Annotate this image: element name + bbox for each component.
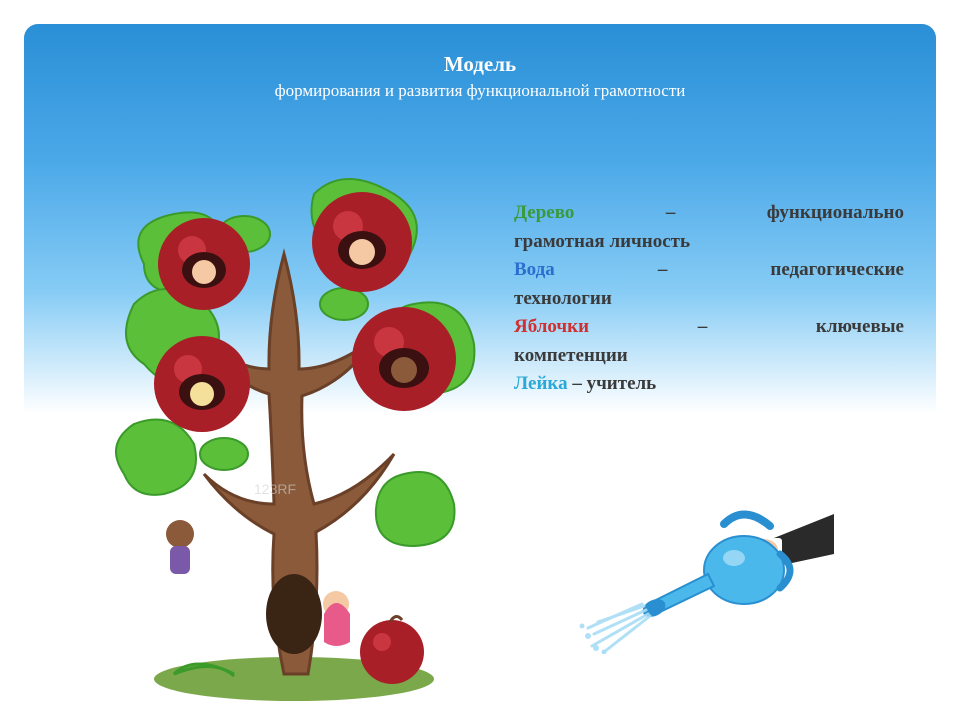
tree-icon: 123RF [84, 174, 504, 704]
legend-val: учитель [587, 373, 657, 394]
legend-key-tree: Дерево [514, 199, 574, 228]
legend-val-cont: технологии [514, 285, 904, 314]
legend-dash: – [660, 199, 682, 228]
apple-icon [312, 192, 412, 292]
svg-text:123RF: 123RF [254, 481, 296, 497]
slide: Модель формирования и развития функциона… [24, 24, 936, 696]
apple-icon [158, 218, 250, 310]
watering-can-icon [574, 484, 834, 654]
apple-icon [154, 336, 250, 432]
legend-key-water: Вода [514, 256, 555, 285]
legend-val: ключевые [816, 313, 904, 342]
watering-can-illustration [574, 484, 834, 654]
legend: Дерево – функционально грамотная личност… [514, 199, 904, 399]
legend-val: педагогические [770, 256, 904, 285]
apple-icon [352, 307, 456, 411]
title-block: Модель формирования и развития функциона… [24, 24, 936, 101]
legend-val-cont: компетенции [514, 342, 904, 371]
title-sub: формирования и развития функциональной г… [24, 81, 936, 101]
legend-key-can: Лейка [514, 373, 568, 394]
legend-row: Дерево – функционально [514, 199, 904, 228]
title-main: Модель [24, 52, 936, 77]
legend-row: Вода – педагогические [514, 256, 904, 285]
legend-dash: – [652, 256, 674, 285]
legend-val-cont: грамотная личность [514, 228, 904, 257]
legend-dash: – [572, 373, 586, 394]
legend-row: Лейка – учитель [514, 370, 904, 399]
legend-row: Яблочки – ключевые [514, 313, 904, 342]
legend-key-apples: Яблочки [514, 313, 589, 342]
legend-dash: – [692, 313, 714, 342]
tree-illustration: 123RF [84, 174, 504, 704]
legend-val: функционально [767, 199, 904, 228]
